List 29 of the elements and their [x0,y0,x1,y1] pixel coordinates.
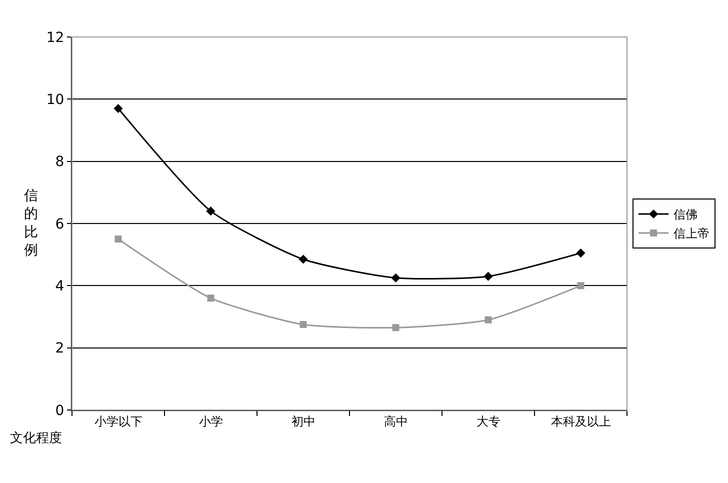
x-axis-title: 文化程度 [10,430,62,446]
point [298,254,308,264]
y-axis-title: 信的比例 [24,188,38,259]
legend-label: 信佛 [674,208,698,222]
y-tick-label: 4 [55,278,64,295]
y-tick-label: 6 [55,216,64,232]
y-tick-label: 10 [46,92,64,108]
point [577,282,584,290]
y-tick-label: 8 [55,154,64,170]
x-tick-label: 高中 [384,414,408,428]
point [207,294,214,302]
y-tick-label: 2 [55,340,64,357]
point [114,104,123,114]
x-tick-label: 大专 [476,414,500,428]
point [392,324,400,332]
point [114,236,122,243]
point [576,248,586,258]
x-tick-label: 本科及以上 [550,414,611,428]
x-tick-label: 小学 [198,414,223,428]
x-tick-label: 小学以下 [94,414,142,428]
y-tick-label: 12 [46,30,64,46]
y-tick-label: 0 [55,402,64,419]
point [300,321,307,328]
x-tick-label: 初中 [291,414,316,428]
legend-label: 信上帝 [674,226,710,241]
point [484,316,492,324]
point [391,273,400,282]
point [484,272,493,281]
point [206,206,216,216]
